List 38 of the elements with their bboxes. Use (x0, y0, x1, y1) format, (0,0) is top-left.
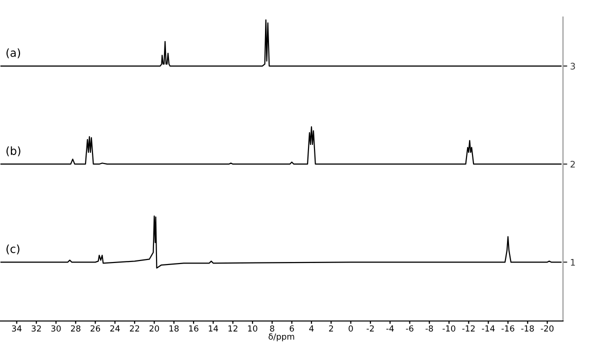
line-series (0, 126, 562, 165)
x-tick-label: 18 (170, 325, 179, 332)
x-tick-label: 24 (110, 325, 120, 332)
x-tick-label: -8 (426, 325, 433, 332)
x-tick-label: 14 (208, 325, 218, 332)
x-tick-label: 30 (51, 325, 61, 332)
x-tick-label: 16 (189, 325, 198, 332)
series-label: (c) (6, 244, 20, 254)
series-label: (a) (6, 48, 20, 58)
x-tick-label: -14 (482, 325, 495, 332)
x-tick-label: -4 (386, 325, 394, 332)
x-tick-label: 8 (270, 325, 274, 332)
x-tick-label: 22 (130, 325, 140, 332)
x-tick-label: 2 (329, 325, 333, 332)
x-tick-label: 0 (348, 325, 353, 332)
x-tick-label: 4 (309, 325, 314, 332)
x-tick-label: -6 (406, 325, 414, 332)
x-tick-label: 32 (32, 325, 41, 332)
x-axis-title: δ/ppm (268, 333, 294, 342)
x-tick-label: -10 (442, 325, 456, 332)
x-tick-label: 26 (90, 325, 100, 332)
x-tick-label: -12 (462, 325, 475, 332)
x-tick-label: 10 (248, 325, 258, 332)
x-tick-label: 6 (290, 325, 294, 332)
x-tick-label: 20 (150, 325, 160, 332)
x-tick-label: 28 (70, 325, 80, 332)
line-series (0, 216, 562, 269)
x-tick-label: 34 (12, 325, 22, 332)
line-series (0, 19, 562, 67)
x-tick-label: -20 (540, 325, 554, 332)
x-tick-label: -18 (521, 325, 534, 332)
x-tick-label: 12 (228, 325, 238, 332)
series-label: (b) (6, 146, 20, 156)
x-tick-label: -2 (366, 325, 374, 332)
y-tick-label: 1 (570, 259, 575, 266)
y-tick-label: 2 (570, 160, 575, 168)
x-tick-label: -16 (502, 325, 514, 332)
y-tick-label: 3 (570, 62, 575, 70)
